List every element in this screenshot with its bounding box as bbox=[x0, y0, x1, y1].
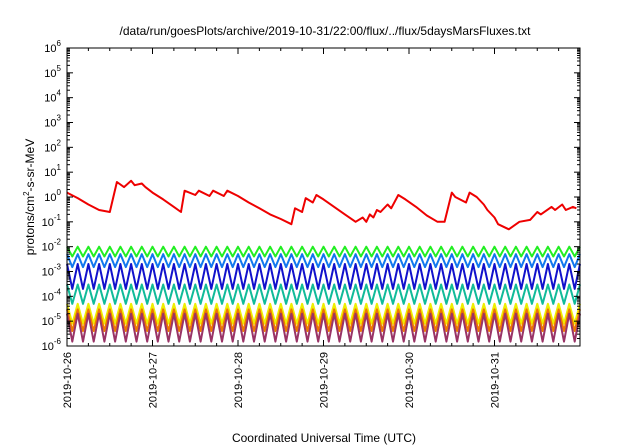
y-tick-label: 105 bbox=[44, 64, 61, 80]
y-tick-label: 10-6 bbox=[42, 337, 62, 353]
y-tick-label-base: 10 bbox=[42, 291, 54, 303]
y-tick-label-exponent: -3 bbox=[54, 263, 62, 272]
y-tick-label: 102 bbox=[44, 138, 61, 154]
series-line bbox=[66, 308, 581, 332]
y-tick-label-exponent: -4 bbox=[54, 287, 62, 296]
y-tick-label: 10-4 bbox=[42, 287, 62, 303]
y-tick-label: 10-5 bbox=[42, 312, 62, 328]
y-tick-label-base: 10 bbox=[44, 93, 56, 105]
y-tick-label-base: 10 bbox=[42, 341, 54, 353]
y-tick-label-exponent: 2 bbox=[57, 138, 62, 147]
y-tick-label-exponent: 6 bbox=[57, 39, 62, 48]
chart-title: /data/run/goesPlots/archive/2019-10-31/2… bbox=[120, 24, 532, 38]
y-tick-label-exponent: 3 bbox=[57, 114, 62, 123]
y-tick-label-base: 10 bbox=[42, 267, 54, 279]
y-tick-label: 100 bbox=[44, 188, 61, 204]
y-tick-label-exponent: -1 bbox=[54, 213, 62, 222]
y-tick-label-base: 10 bbox=[44, 142, 56, 154]
series-line bbox=[66, 245, 581, 258]
x-tick-label: 2019-10-31 bbox=[490, 352, 502, 408]
y-tick-label-exponent: 0 bbox=[57, 188, 62, 197]
y-tick-label: 10-3 bbox=[42, 263, 62, 279]
y-axis-label: protons/cm2-s-sr-MeV bbox=[22, 139, 37, 255]
x-tick-label: 2019-10-28 bbox=[233, 352, 245, 408]
y-tick-label-exponent: -5 bbox=[54, 312, 62, 321]
series-line bbox=[66, 253, 581, 269]
plot-frame bbox=[66, 47, 581, 347]
y-tick-label-base: 10 bbox=[44, 68, 56, 80]
series-line bbox=[66, 312, 581, 343]
y-tick-label-exponent: 1 bbox=[57, 163, 62, 172]
y-tick-label-base: 10 bbox=[42, 217, 54, 229]
series-line bbox=[66, 263, 581, 290]
y-axis-label-superscript: 2 bbox=[22, 191, 31, 196]
x-axis: 2019-10-26 2019-10-27 2019-10-28 2019-10-29… bbox=[62, 48, 560, 408]
y-tick-label-exponent: 5 bbox=[57, 64, 62, 73]
y-tick-label: 101 bbox=[44, 163, 61, 179]
y-tick-label-base: 10 bbox=[42, 242, 54, 254]
x-axis-label: Coordinated Universal Time (UTC) bbox=[232, 431, 416, 445]
x-tick-label: 2019-10-27 bbox=[148, 352, 160, 408]
y-tick-label: 103 bbox=[44, 114, 61, 130]
series-line bbox=[66, 302, 581, 325]
x-tick-label: 2019-10-26 bbox=[62, 352, 74, 408]
y-tick-label-exponent: -6 bbox=[54, 337, 62, 346]
y-tick-label: 106 bbox=[44, 39, 61, 55]
series-layer bbox=[66, 179, 581, 343]
y-tick-label: 104 bbox=[44, 89, 61, 105]
y-tick-label-exponent: -2 bbox=[54, 238, 62, 247]
y-tick-label-base: 10 bbox=[44, 167, 56, 179]
y-axis-label-prefix: protons/cm bbox=[23, 196, 37, 255]
series-line bbox=[66, 179, 577, 231]
y-axis: 10-610-510-410-310-210-11001011021031041… bbox=[42, 39, 580, 353]
y-axis-label-suffix: -s-sr-MeV bbox=[23, 139, 37, 192]
y-tick-label-base: 10 bbox=[44, 192, 56, 204]
y-tick-label-exponent: 4 bbox=[57, 89, 62, 98]
series-line bbox=[66, 283, 581, 305]
x-tick-label: 2019-10-30 bbox=[404, 352, 416, 408]
y-tick-label: 10-1 bbox=[42, 213, 62, 229]
x-tick-label: 2019-10-29 bbox=[319, 352, 331, 408]
y-tick-label: 10-2 bbox=[42, 238, 62, 254]
y-tick-label-base: 10 bbox=[44, 43, 56, 55]
y-tick-label-base: 10 bbox=[42, 316, 54, 328]
y-tick-label-base: 10 bbox=[44, 118, 56, 130]
